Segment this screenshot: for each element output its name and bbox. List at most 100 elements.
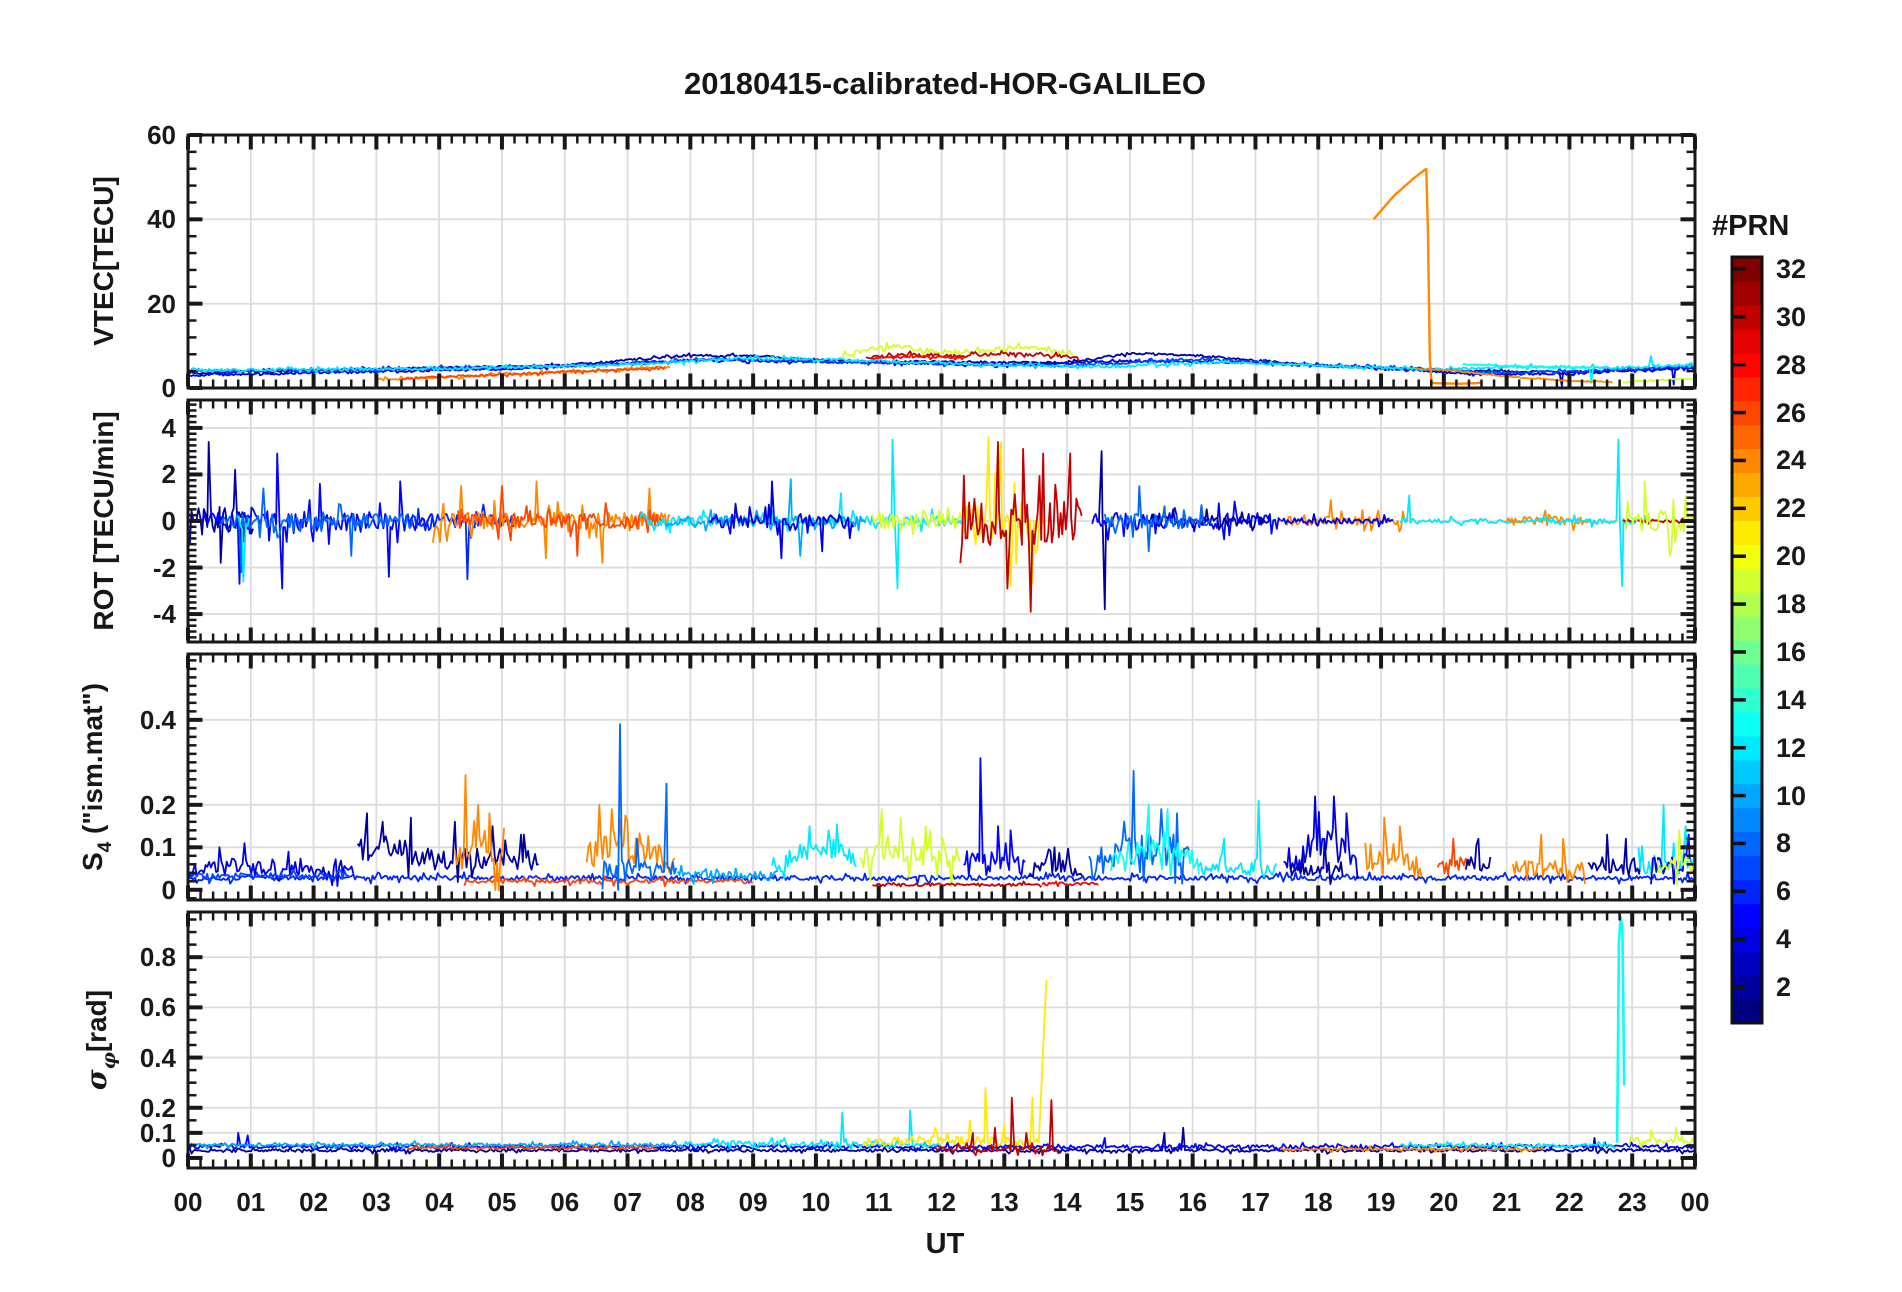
colorbar-cell bbox=[1732, 951, 1762, 976]
x-tick-label: 09 bbox=[738, 1187, 768, 1217]
x-tick-label: 00 bbox=[173, 1187, 203, 1217]
colorbar-cell bbox=[1732, 903, 1762, 928]
series-prn-8 bbox=[1103, 485, 1211, 553]
x-tick-label: 14 bbox=[1052, 1187, 1082, 1217]
y-tick-label-s4: 0 bbox=[161, 874, 176, 905]
series-vtec bbox=[188, 167, 1695, 388]
series-prn-26 bbox=[407, 1144, 658, 1151]
series-prn-6 bbox=[188, 871, 1695, 885]
colorbar-tick-label: 30 bbox=[1776, 301, 1807, 332]
series-prn-24 bbox=[1415, 367, 1613, 384]
series-prn-26 bbox=[1436, 837, 1472, 876]
colorbar-tick-label: 26 bbox=[1776, 397, 1807, 428]
series-prn-19 bbox=[1625, 480, 1695, 557]
series-prn-19 bbox=[840, 341, 1074, 359]
series-prn-4 bbox=[1280, 513, 1394, 528]
y-tick-label-s4: 0.1 bbox=[139, 832, 176, 863]
colorbar-tick-label: 6 bbox=[1776, 876, 1792, 907]
x-tick-label: 21 bbox=[1492, 1187, 1522, 1217]
series-prn-21 bbox=[862, 979, 1048, 1148]
series-prn-24 bbox=[1286, 499, 1409, 533]
colorbar-tick-label: 10 bbox=[1776, 780, 1807, 811]
series-prn-26 bbox=[457, 485, 665, 557]
series-prn-4 bbox=[188, 842, 355, 887]
y-tick-label-sigma-phi: 0.2 bbox=[139, 1092, 176, 1123]
series-prn-24 bbox=[1364, 816, 1423, 878]
x-tick-label: 02 bbox=[299, 1187, 329, 1217]
colorbar-cell bbox=[1732, 663, 1762, 689]
y-tick-label-sigma-phi: 0.1 bbox=[139, 1117, 176, 1148]
y-tick-label-sigma-phi: 0.6 bbox=[139, 992, 176, 1023]
series-prn-2 bbox=[1289, 837, 1344, 886]
colorbar-cell bbox=[1732, 328, 1762, 354]
series-s4 bbox=[188, 723, 1695, 892]
series-prn-4 bbox=[1283, 795, 1359, 880]
x-tick-label: 00 bbox=[1680, 1187, 1710, 1217]
series-prn-30 bbox=[934, 1096, 1061, 1157]
y-tick-label-s4: 0.2 bbox=[139, 789, 176, 820]
colorbar-cell bbox=[1732, 855, 1762, 880]
colorbar-tick-label: 28 bbox=[1776, 349, 1807, 380]
series-prn-24 bbox=[1372, 167, 1481, 385]
panel-rot bbox=[186, 398, 1697, 644]
series-prn-10 bbox=[676, 864, 778, 885]
colorbar-cell bbox=[1732, 472, 1762, 497]
series-prn-12 bbox=[1528, 438, 1651, 588]
x-tick-label: 05 bbox=[487, 1187, 517, 1217]
series-prn-19 bbox=[859, 808, 961, 888]
x-tick-label: 01 bbox=[236, 1187, 266, 1217]
colorbar-cell bbox=[1732, 520, 1762, 545]
series-prn-13 bbox=[1615, 915, 1626, 1143]
series-prn-19 bbox=[1656, 829, 1695, 886]
colorbar-cell bbox=[1732, 424, 1762, 450]
series-prn-2 bbox=[356, 812, 539, 883]
series-prn-12 bbox=[1198, 799, 1278, 878]
x-tick-label: 12 bbox=[927, 1187, 956, 1217]
colorbar-cell bbox=[1732, 616, 1762, 641]
x-tick-label: 17 bbox=[1240, 1187, 1270, 1217]
x-axis-label: UT bbox=[925, 1228, 965, 1260]
series-prn-19 bbox=[871, 507, 967, 536]
series-prn-8 bbox=[601, 723, 678, 891]
x-tick-label: 15 bbox=[1115, 1187, 1145, 1217]
colorbar-tick-label: 32 bbox=[1776, 253, 1807, 284]
y-tick-label-vtec: 20 bbox=[147, 288, 176, 319]
colorbar-tick-label: 2 bbox=[1776, 972, 1792, 1003]
series-prn-5 bbox=[963, 757, 1026, 877]
series-prn-24 bbox=[454, 774, 505, 892]
colorbar-cell bbox=[1732, 568, 1762, 593]
x-tick-label: 03 bbox=[361, 1187, 391, 1217]
colorbar-cell bbox=[1732, 280, 1762, 306]
series-prn-12 bbox=[1399, 1140, 1617, 1150]
series-prn-2 bbox=[1096, 450, 1109, 611]
grid-sigma-phi bbox=[188, 912, 1695, 1168]
x-tick-label: 19 bbox=[1366, 1187, 1396, 1217]
series-prn-13 bbox=[1110, 803, 1200, 877]
x-tick-label: 11 bbox=[864, 1187, 893, 1217]
y-tick-label-sigma-phi: 0.4 bbox=[139, 1042, 176, 1073]
series-prn-28 bbox=[872, 352, 966, 361]
y-tick-label-vtec: 40 bbox=[147, 204, 176, 235]
colorbar-tick-label: 8 bbox=[1776, 828, 1792, 859]
colorbar-tick-label: 12 bbox=[1776, 732, 1807, 763]
series-prn-24 bbox=[432, 480, 671, 564]
grid-vtec bbox=[188, 135, 1695, 388]
colorbar-tick-label: 16 bbox=[1776, 636, 1807, 667]
series-prn-19 bbox=[1628, 1126, 1695, 1148]
colorbar-tick-label: 18 bbox=[1776, 589, 1807, 620]
series-sigma-phi bbox=[188, 915, 1695, 1157]
series-prn-12 bbox=[1637, 803, 1695, 875]
series-prn-24 bbox=[585, 803, 676, 874]
y-tick-label-rot: -4 bbox=[152, 599, 176, 630]
series-prn-13 bbox=[1462, 362, 1595, 384]
series-prn-2 bbox=[1587, 833, 1642, 877]
series-rot bbox=[188, 436, 1695, 613]
y-tick-label-rot: 2 bbox=[161, 459, 176, 490]
ticks-s4 bbox=[186, 655, 1697, 900]
colorbar-cell bbox=[1732, 759, 1762, 785]
y-tick-label-s4: 0.4 bbox=[139, 704, 176, 735]
chart-title: 20180415-calibrated-HOR-GALILEO bbox=[683, 66, 1206, 101]
series-prn-7 bbox=[188, 869, 351, 885]
series-prn-4 bbox=[708, 480, 855, 560]
